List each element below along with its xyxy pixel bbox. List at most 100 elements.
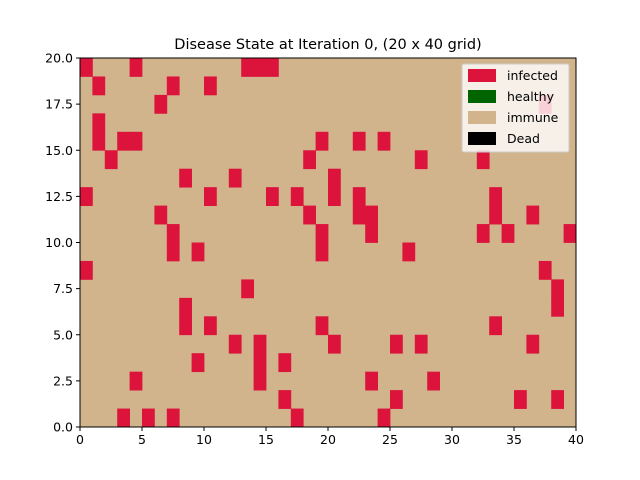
infected-cell bbox=[390, 334, 403, 354]
infected-cell bbox=[253, 334, 267, 354]
y-tick-label: 0.0 bbox=[53, 420, 73, 435]
y-tick-label: 15.0 bbox=[45, 143, 73, 158]
x-tick-label: 10 bbox=[196, 432, 212, 447]
infected-cell bbox=[154, 94, 168, 114]
infected-cell bbox=[253, 353, 267, 373]
infected-cell bbox=[253, 371, 267, 391]
infected-cell bbox=[489, 187, 502, 206]
infected-cell bbox=[191, 353, 205, 373]
infected-cell bbox=[166, 408, 180, 428]
infected-cell bbox=[414, 150, 428, 170]
infected-cell bbox=[142, 408, 155, 428]
x-tick-label: 25 bbox=[382, 432, 398, 447]
infected-cell bbox=[352, 205, 366, 225]
infected-cell bbox=[166, 242, 180, 262]
x-tick-label: 30 bbox=[444, 432, 460, 447]
infected-cell bbox=[241, 58, 254, 77]
infected-cell bbox=[179, 316, 192, 336]
legend-label-infected: infected bbox=[507, 68, 558, 83]
infected-cell bbox=[489, 205, 502, 225]
infected-cell bbox=[290, 187, 304, 206]
y-tick-label: 12.5 bbox=[45, 189, 73, 204]
infected-cell bbox=[253, 58, 267, 77]
infected-cell bbox=[489, 316, 502, 336]
infected-cell bbox=[514, 390, 527, 409]
infected-cell bbox=[377, 131, 391, 151]
infected-cell bbox=[365, 224, 378, 243]
legend: infected healthy immune Dead bbox=[461, 63, 570, 153]
x-tick-label: 20 bbox=[320, 432, 336, 447]
infected-cell bbox=[402, 242, 416, 262]
infected-cell bbox=[241, 279, 254, 299]
infected-cell bbox=[328, 187, 341, 206]
y-tick-label: 20.0 bbox=[45, 51, 73, 66]
infected-cell bbox=[129, 58, 143, 77]
infected-cell bbox=[476, 150, 490, 170]
infected-cell bbox=[92, 131, 106, 151]
infected-cell bbox=[526, 205, 540, 225]
y-tick-label: 7.5 bbox=[53, 281, 73, 296]
infected-cell bbox=[551, 297, 564, 317]
infected-cell bbox=[204, 187, 217, 206]
infected-cell bbox=[365, 205, 378, 225]
infected-cell bbox=[328, 334, 341, 354]
legend-label-healthy: healthy bbox=[507, 89, 555, 104]
infected-cell bbox=[365, 371, 378, 391]
infected-cell bbox=[390, 390, 403, 409]
x-tick-label: 15 bbox=[258, 432, 274, 447]
y-tick-label: 17.5 bbox=[45, 97, 73, 112]
infected-cell bbox=[266, 58, 279, 77]
infected-cell bbox=[129, 131, 143, 151]
x-tick-label: 35 bbox=[506, 432, 522, 447]
infected-cell bbox=[501, 224, 515, 243]
infected-cell bbox=[352, 187, 366, 206]
legend-swatch-immune bbox=[468, 111, 496, 124]
infected-cell bbox=[228, 334, 242, 354]
y-tick-label: 5.0 bbox=[53, 327, 73, 342]
infected-cell bbox=[92, 76, 106, 96]
infected-cell bbox=[303, 205, 316, 225]
infected-cell bbox=[315, 224, 329, 243]
x-axis: 0 5 10 15 20 25 30 35 40 bbox=[76, 427, 584, 447]
infected-cell bbox=[117, 131, 130, 151]
infected-cell bbox=[377, 408, 391, 428]
infected-cell bbox=[204, 76, 217, 96]
infected-cell bbox=[328, 168, 341, 188]
infected-cell bbox=[278, 353, 292, 373]
infected-cell bbox=[166, 224, 180, 243]
infected-cell bbox=[228, 168, 242, 188]
infected-cell bbox=[315, 131, 329, 151]
infected-cell bbox=[80, 187, 93, 206]
infected-cell bbox=[80, 58, 93, 77]
y-axis: 0.0 2.5 5.0 7.5 10.0 12.5 15.0 17.5 20.0 bbox=[45, 51, 80, 435]
legend-swatch-healthy bbox=[468, 90, 496, 103]
x-tick-label: 40 bbox=[568, 432, 584, 447]
infected-cell bbox=[352, 131, 366, 151]
legend-frame bbox=[461, 63, 570, 153]
legend-swatch-infected bbox=[468, 69, 496, 82]
y-tick-label: 10.0 bbox=[45, 235, 73, 250]
infected-cell bbox=[315, 316, 329, 336]
infected-cell bbox=[266, 187, 279, 206]
infected-cell bbox=[315, 242, 329, 262]
infected-cell bbox=[427, 371, 440, 391]
infected-cell bbox=[129, 371, 143, 391]
infected-cell bbox=[179, 297, 192, 317]
infected-cell bbox=[538, 260, 552, 280]
infected-cell bbox=[290, 408, 304, 428]
infected-cell bbox=[104, 150, 118, 170]
y-tick-label: 2.5 bbox=[53, 373, 73, 388]
infected-cell bbox=[551, 390, 564, 409]
x-tick-label: 0 bbox=[76, 432, 84, 447]
infected-cell bbox=[179, 168, 192, 188]
x-tick-label: 5 bbox=[138, 432, 146, 447]
legend-swatch-dead bbox=[468, 132, 496, 145]
infected-cell bbox=[526, 334, 540, 354]
legend-label-dead: Dead bbox=[507, 131, 540, 146]
infected-cell bbox=[92, 113, 106, 133]
infected-cell bbox=[551, 279, 564, 299]
chart-title: Disease State at Iteration 0, (20 x 40 g… bbox=[174, 37, 481, 53]
infected-cells-layer bbox=[80, 58, 577, 428]
infected-cell bbox=[117, 408, 130, 428]
